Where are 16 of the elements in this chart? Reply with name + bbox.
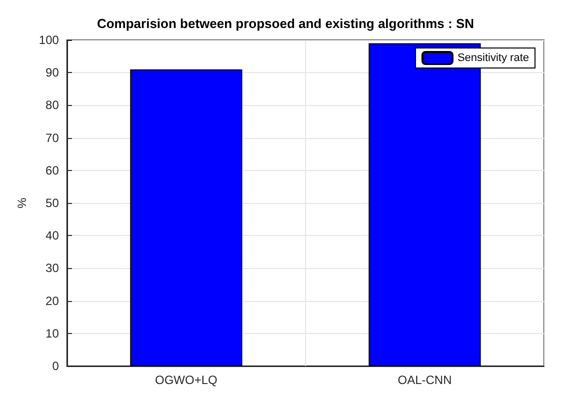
y-tick-label: 80 [46, 98, 60, 112]
y-tick-label: 0 [52, 359, 60, 373]
x-tick-label: OAL-CNN [398, 373, 452, 387]
legend-label: Sensitivity rate [457, 52, 530, 64]
y-tick-label: 90 [46, 66, 60, 80]
y-tick-label: 100 [38, 33, 60, 47]
y-tick-label: 30 [46, 261, 60, 276]
y-tick-label: 10 [46, 326, 60, 340]
x-tick-label: OGWO+LQ [155, 373, 218, 387]
y-tick-label: 60 [46, 163, 60, 178]
y-tick-label: 40 [46, 228, 60, 243]
y-axis-title: % [15, 197, 29, 208]
chart-title: Comparision between propsoed and existing algorithms : SN [96, 16, 474, 31]
y-tick-label: 20 [46, 294, 60, 308]
y-tick-label: 70 [46, 130, 60, 145]
y-tick-label: 50 [46, 196, 60, 210]
